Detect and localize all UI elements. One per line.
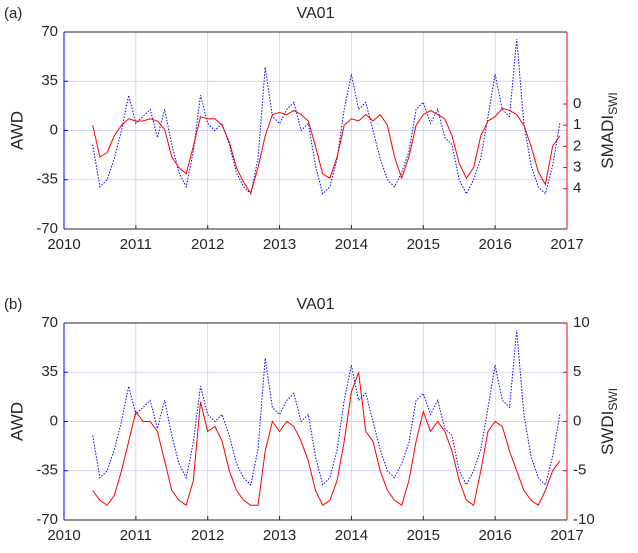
x-tick-label: 2017 bbox=[550, 236, 583, 253]
panel-label: (a) bbox=[4, 5, 22, 22]
y2-label-sub: SWI bbox=[606, 92, 620, 115]
y2-axis-label: SWDISWI bbox=[598, 388, 620, 455]
x-tick-label: 2014 bbox=[335, 236, 368, 253]
chart-title: VA01 bbox=[297, 5, 335, 22]
y-tick-label: 35 bbox=[41, 72, 58, 89]
y-tick-label: 70 bbox=[41, 23, 58, 40]
series-line bbox=[92, 372, 561, 507]
y2-label-main: SWDI bbox=[598, 411, 617, 455]
series-line bbox=[92, 329, 561, 486]
x-tick-label: 2010 bbox=[47, 236, 80, 253]
x-tick-label: 2012 bbox=[191, 527, 224, 544]
x-tick-label: 2017 bbox=[550, 527, 583, 544]
y-tick-label: 35 bbox=[41, 363, 58, 380]
x-tick-label: 2016 bbox=[478, 236, 511, 253]
y-tick-label: -35 bbox=[36, 462, 58, 479]
y2-tick-label: -10 bbox=[573, 511, 595, 528]
y2-tick-label: 10 bbox=[573, 314, 590, 331]
y-axis-label: AWD bbox=[7, 111, 26, 150]
y2-tick-label: -5 bbox=[573, 462, 586, 479]
y2-label-sub: SWI bbox=[606, 388, 620, 411]
y2-label-main: SMADI bbox=[598, 115, 617, 169]
x-tick-label: 2015 bbox=[407, 527, 440, 544]
y2-tick-label: 0 bbox=[573, 95, 581, 112]
y-tick-label: 0 bbox=[50, 412, 58, 429]
x-tick-label: 2016 bbox=[478, 527, 511, 544]
y2-axis-label: SMADISWI bbox=[598, 92, 620, 169]
panel-label: (b) bbox=[4, 296, 22, 313]
y2-tick-label: 1 bbox=[573, 116, 581, 133]
x-tick-label: 2012 bbox=[191, 236, 224, 253]
x-tick-label: 2014 bbox=[335, 527, 368, 544]
y-tick-label: 70 bbox=[41, 314, 58, 331]
y2-tick-label: 3 bbox=[573, 159, 581, 176]
x-tick-label: 2013 bbox=[263, 527, 296, 544]
y2-tick-label: 4 bbox=[573, 180, 581, 197]
chart-title: VA01 bbox=[297, 296, 335, 313]
series-line bbox=[92, 38, 561, 195]
y-tick-label: -70 bbox=[36, 511, 58, 528]
y2-tick-label: 5 bbox=[573, 363, 581, 380]
y-axis-label: AWD bbox=[7, 402, 26, 441]
x-tick-label: 2013 bbox=[263, 236, 296, 253]
x-tick-label: 2010 bbox=[47, 527, 80, 544]
y2-tick-label: 2 bbox=[573, 137, 581, 154]
y2-tick-label: 0 bbox=[573, 412, 581, 429]
x-tick-label: 2011 bbox=[120, 236, 152, 253]
y-tick-label: -70 bbox=[36, 220, 58, 237]
series-line bbox=[92, 107, 561, 195]
x-tick-label: 2015 bbox=[407, 236, 440, 253]
y-tick-label: 0 bbox=[50, 121, 58, 138]
x-tick-label: 2011 bbox=[120, 527, 152, 544]
y-tick-label: -35 bbox=[36, 171, 58, 188]
